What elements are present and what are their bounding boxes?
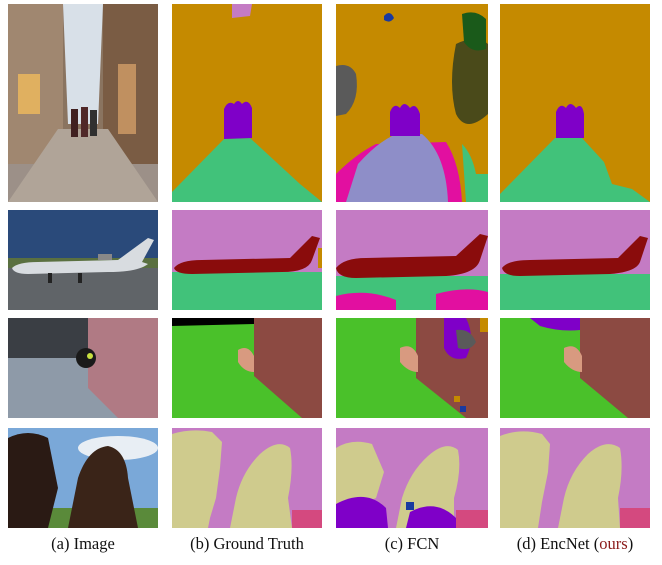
row1-ground-truth: [172, 4, 322, 202]
row3-encnet: [500, 318, 650, 418]
caption-fcn-text: (c) FCN: [384, 534, 440, 553]
row1-image: [8, 4, 158, 202]
row4-encnet: [500, 428, 650, 528]
row2-ground-truth: [172, 210, 322, 310]
row4-image: [8, 428, 158, 528]
row2-image: [8, 210, 158, 310]
caption-fcn: (c) FCN: [336, 534, 488, 554]
row1-encnet: [500, 4, 650, 202]
caption-encnet: (d) EncNet (ours): [494, 534, 656, 554]
row4-ground-truth: [172, 428, 322, 528]
row2-encnet: [500, 210, 650, 310]
caption-encnet-ours: ours: [599, 534, 628, 553]
row2-fcn: [336, 210, 488, 310]
caption-ground-truth-text: (b) Ground Truth: [190, 534, 304, 553]
row3-ground-truth: [172, 318, 322, 418]
caption-ground-truth: (b) Ground Truth: [162, 534, 332, 554]
caption-image: (a) Image: [8, 534, 158, 554]
caption-encnet-main: (d) EncNet (: [516, 534, 600, 553]
row3-image: [8, 318, 158, 418]
row4-fcn: [336, 428, 488, 528]
row3-fcn: [336, 318, 488, 418]
caption-encnet-end: ): [627, 534, 634, 553]
caption-image-text: (a) Image: [51, 534, 115, 553]
row1-fcn: [336, 4, 488, 202]
